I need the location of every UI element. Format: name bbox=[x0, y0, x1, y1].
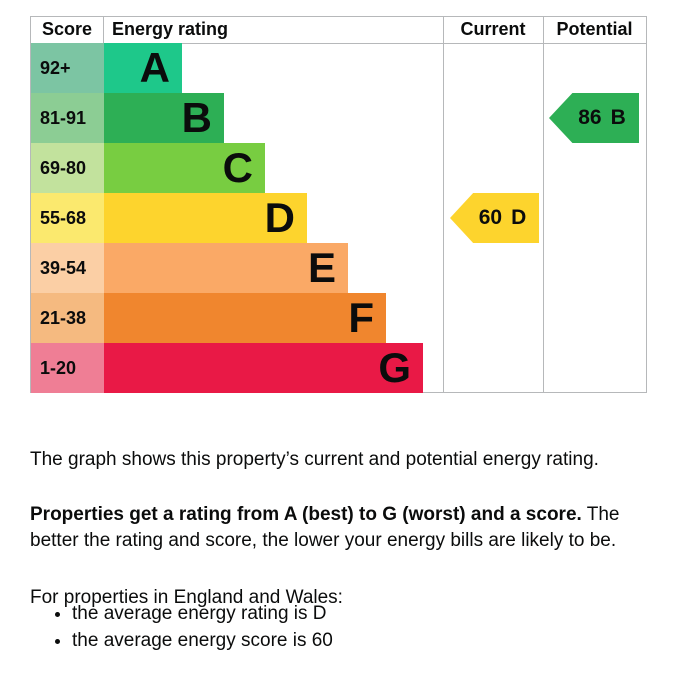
header-score: Score bbox=[31, 17, 104, 43]
band-bar-d: D bbox=[104, 193, 307, 243]
rating-explanation-rest: The better the rating and score, the low… bbox=[30, 504, 620, 551]
band-row-e: 39-54 E bbox=[31, 243, 423, 293]
band-score-range-g: 1-20 bbox=[31, 343, 104, 393]
header-current: Current bbox=[460, 19, 526, 39]
band-bar-f: F bbox=[104, 293, 386, 343]
band-bar-a: A bbox=[104, 43, 182, 93]
intro-paragraph: The graph shows this property’s current … bbox=[30, 449, 599, 470]
band-row-a: 92+ A bbox=[31, 43, 423, 93]
band-score-range-d: 55-68 bbox=[31, 193, 104, 243]
average-stats-list: the average energy rating is D the avera… bbox=[30, 600, 333, 654]
epc-rating-graph: Score Energy rating Current Potential 92… bbox=[30, 16, 647, 393]
region-heading: For properties in England and Wales: bbox=[30, 587, 343, 608]
band-score-range-e: 39-54 bbox=[31, 243, 104, 293]
band-rows: 92+ A 81-91 B 69-80 C 55-68 D 39-54 E 21-38 F 1-20 G bbox=[31, 43, 423, 393]
band-score-range-b: 81-91 bbox=[31, 93, 104, 143]
band-row-g: 1-20 G bbox=[31, 343, 423, 393]
epc-rating-graph-inner: Score Energy rating Current Potential 92… bbox=[31, 17, 646, 393]
potential-band-letter: B bbox=[610, 106, 626, 129]
band-bar-c: C bbox=[104, 143, 265, 193]
average-rating-item: the average energy rating is D bbox=[72, 600, 333, 627]
current-column-divider bbox=[443, 17, 444, 392]
rating-explanation-paragraph: Properties get a rating from A (best) to… bbox=[30, 502, 642, 554]
band-row-f: 21-38 F bbox=[31, 293, 423, 343]
band-score-range-a: 92+ bbox=[31, 43, 104, 93]
current-rating-arrow: 60 D bbox=[450, 193, 539, 243]
potential-score: 86 bbox=[578, 106, 602, 129]
potential-column-divider bbox=[543, 17, 544, 392]
band-row-c: 69-80 C bbox=[31, 143, 423, 193]
band-bar-b: B bbox=[104, 93, 224, 143]
current-band-letter: D bbox=[511, 206, 527, 229]
rating-explanation-bold: Properties get a rating from A (best) to… bbox=[30, 504, 582, 525]
band-bar-e: E bbox=[104, 243, 348, 293]
potential-rating-arrow: 86 B bbox=[549, 93, 639, 143]
header-energy-rating: Energy rating bbox=[112, 19, 229, 39]
band-row-d: 55-68 D bbox=[31, 193, 423, 243]
current-score: 60 bbox=[478, 206, 503, 229]
graph-header-row: Score Energy rating Current Potential bbox=[31, 17, 646, 44]
band-row-b: 81-91 B bbox=[31, 93, 423, 143]
band-bar-g: G bbox=[104, 343, 423, 393]
band-score-range-c: 69-80 bbox=[31, 143, 104, 193]
header-potential: Potential bbox=[556, 19, 633, 39]
band-score-range-f: 21-38 bbox=[31, 293, 104, 343]
average-score-item: the average energy score is 60 bbox=[72, 627, 333, 654]
